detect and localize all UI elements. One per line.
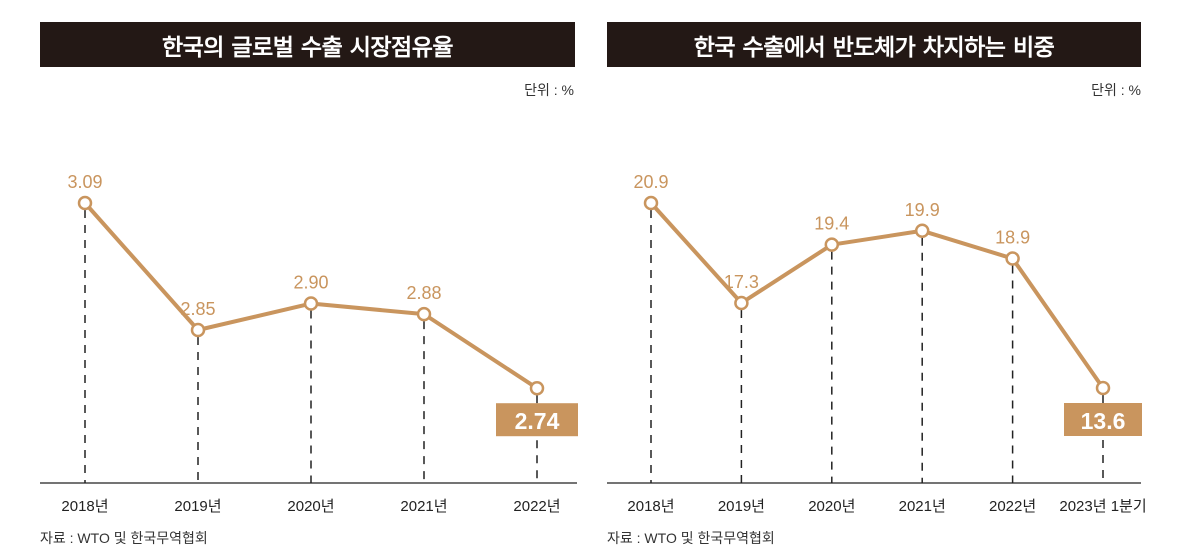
source-note: 자료 : WTO 및 한국무역협회 <box>40 530 208 546</box>
x-tick-label: 2022년 <box>513 498 560 515</box>
data-label: 2.85 <box>180 299 215 319</box>
x-tick-label: 2020년 <box>808 498 855 515</box>
data-point <box>914 223 930 239</box>
data-label: 13.6 <box>1081 408 1126 434</box>
x-tick-label: 2021년 <box>400 498 447 515</box>
data-label: 17.3 <box>724 272 759 292</box>
data-point <box>734 295 749 311</box>
data-point <box>77 195 93 211</box>
unit-label: 단위 : % <box>1091 82 1141 98</box>
series-line <box>649 201 1105 390</box>
chart-title: 한국 수출에서 반도체가 차지하는 비중 <box>607 22 1141 67</box>
x-tick-label: 2018년 <box>61 498 108 515</box>
data-label: 19.4 <box>814 214 849 234</box>
data-point <box>1095 380 1111 396</box>
x-tick-label: 2023년 1분기 <box>1059 498 1146 515</box>
data-label: 19.9 <box>905 200 940 220</box>
data-label: 18.9 <box>995 228 1030 248</box>
highlight-box <box>496 403 578 437</box>
data-point <box>303 296 319 311</box>
data-point <box>824 237 840 252</box>
x-tick-label: 2019년 <box>718 498 765 515</box>
x-tick-label: 2018년 <box>627 498 674 515</box>
highlight-box <box>1064 403 1142 436</box>
data-label: 2.74 <box>515 408 560 434</box>
x-tick-label: 2020년 <box>287 498 334 515</box>
data-point <box>416 306 432 322</box>
chart-title: 한국의 글로벌 수출 시장점유율 <box>40 22 575 67</box>
data-point <box>190 322 206 338</box>
data-label: 2.88 <box>406 283 441 303</box>
data-point <box>643 195 659 211</box>
data-point <box>1005 251 1020 266</box>
data-label: 3.09 <box>67 172 102 192</box>
x-tick-label: 2019년 <box>174 498 221 515</box>
source-note: 자료 : WTO 및 한국무역협회 <box>607 530 775 546</box>
x-tick-label: 2021년 <box>899 498 946 515</box>
unit-label: 단위 : % <box>524 82 574 98</box>
data-label: 20.9 <box>633 172 668 192</box>
data-point <box>529 380 545 396</box>
data-label: 2.90 <box>293 273 328 293</box>
x-tick-label: 2022년 <box>989 498 1036 515</box>
